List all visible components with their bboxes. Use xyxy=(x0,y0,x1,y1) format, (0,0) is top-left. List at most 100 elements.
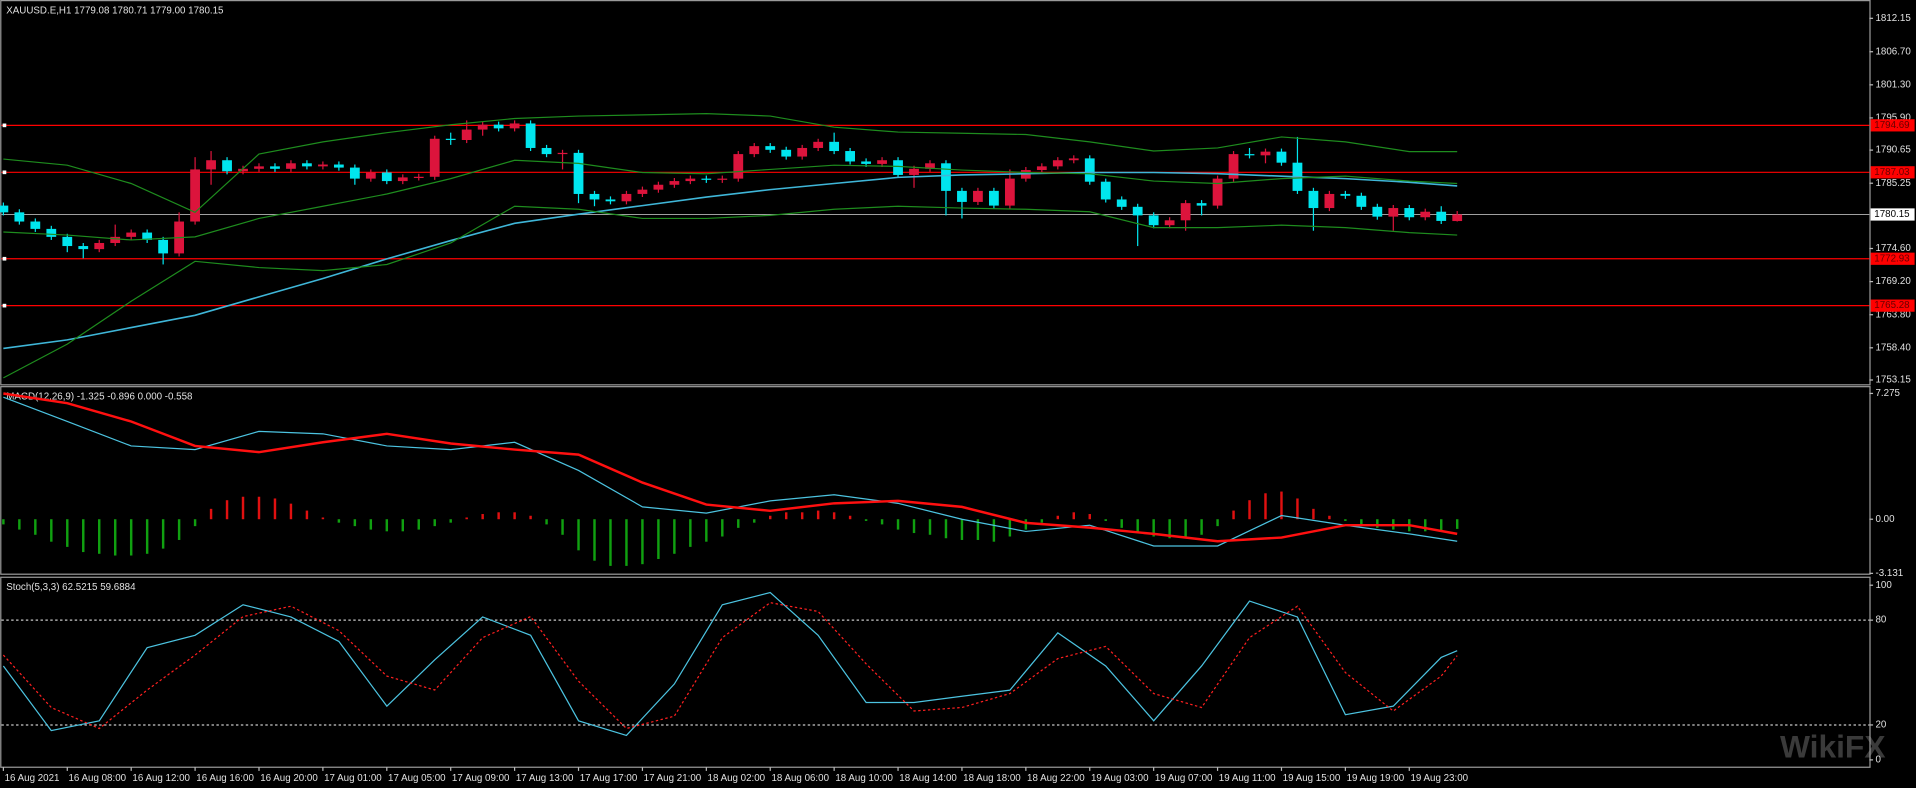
histogram-bar xyxy=(1056,515,1060,520)
y-tick-label: 1801.30 xyxy=(1876,79,1912,90)
level-label: 1794.69 xyxy=(1874,120,1909,131)
candle-body xyxy=(0,205,9,213)
candle-body xyxy=(381,172,392,182)
histogram-bar xyxy=(593,519,596,561)
candle-body xyxy=(1276,151,1287,163)
histogram-bar xyxy=(1024,519,1028,530)
histogram-bar xyxy=(673,519,676,554)
y-tick-label: 80 xyxy=(1876,615,1887,626)
histogram-bar xyxy=(912,519,916,534)
histogram-bar xyxy=(1312,508,1315,520)
histogram-bar xyxy=(433,519,436,527)
y-tick-label: 1790.65 xyxy=(1876,145,1912,156)
histogram-bar xyxy=(625,519,628,566)
indicator-line xyxy=(2,591,1458,737)
indicator-line xyxy=(3,205,1458,379)
y-tick-label: 1774.60 xyxy=(1876,243,1912,254)
candle-body xyxy=(509,123,520,129)
candle-body xyxy=(1244,154,1255,156)
x-tick-label: 18 Aug 02:00 xyxy=(708,773,766,784)
histogram-bar xyxy=(545,519,548,525)
y-tick-label: 1806.70 xyxy=(1876,46,1912,57)
x-tick-label: 19 Aug 15:00 xyxy=(1283,773,1341,784)
x-tick-label: 18 Aug 18:00 xyxy=(963,773,1021,784)
histogram-bar xyxy=(497,512,500,520)
candle-body xyxy=(142,232,153,240)
histogram-bar xyxy=(1200,519,1203,535)
histogram-bar xyxy=(832,512,836,520)
histogram-bar xyxy=(1376,519,1379,528)
candle-body xyxy=(797,147,808,157)
candle-body xyxy=(1420,211,1431,218)
level-label-box xyxy=(1870,119,1915,132)
histogram-bar xyxy=(369,519,373,530)
x-tick-label: 17 Aug 01:00 xyxy=(324,773,382,784)
level-marker xyxy=(2,303,7,308)
y-tick-label: 1769.20 xyxy=(1876,276,1912,287)
histogram-bar xyxy=(66,519,69,547)
histogram-bar xyxy=(481,514,484,520)
watermark: WikiFX xyxy=(1780,728,1886,764)
candle-body xyxy=(637,189,648,194)
histogram-bar xyxy=(273,498,277,520)
histogram-bar xyxy=(1280,491,1283,520)
x-tick-label: 17 Aug 17:00 xyxy=(580,773,638,784)
candle-body xyxy=(1132,206,1143,216)
histogram-bar xyxy=(721,519,724,537)
level-label-box xyxy=(1870,299,1915,312)
x-tick-label: 16 Aug 16:00 xyxy=(196,773,254,784)
candle-body xyxy=(973,190,983,202)
y-tick-label: 100 xyxy=(1876,580,1893,591)
candle-body xyxy=(733,154,744,179)
indicator-line xyxy=(2,602,1458,730)
candle-body xyxy=(1452,214,1463,222)
histogram-bar xyxy=(1088,514,1091,520)
histogram-bar xyxy=(657,519,660,559)
candle-body xyxy=(605,199,616,202)
x-tick-label: 16 Aug 20:00 xyxy=(260,773,318,784)
histogram-bar xyxy=(848,515,852,520)
x-tick-label: 19 Aug 07:00 xyxy=(1155,773,1213,784)
histogram-bar xyxy=(800,512,804,520)
histogram-bar xyxy=(209,508,213,520)
histogram-bar xyxy=(769,515,772,520)
indicator-line xyxy=(3,392,1458,543)
histogram-bar xyxy=(177,519,181,540)
histogram-bar xyxy=(1168,519,1171,539)
candle-body xyxy=(270,166,280,169)
candle-body xyxy=(653,184,664,190)
level-label: 1787.03 xyxy=(1874,167,1909,178)
level-label: 1772.93 xyxy=(1874,253,1909,264)
histogram-bar xyxy=(50,519,53,542)
histogram-bar xyxy=(992,519,996,542)
candle-body xyxy=(318,164,328,167)
candle-body xyxy=(573,152,584,194)
histogram-bar xyxy=(737,519,740,528)
candle-body xyxy=(621,193,632,202)
histogram-bar xyxy=(353,519,357,527)
candle-body xyxy=(62,236,73,247)
histogram-bar xyxy=(1455,519,1459,529)
candle-body xyxy=(749,146,760,155)
y-tick-label: 1812.15 xyxy=(1876,13,1912,24)
candle-body xyxy=(845,151,856,162)
candle-body xyxy=(413,176,424,179)
histogram-bar xyxy=(417,519,420,530)
y-tick-label: -3.131 xyxy=(1876,568,1904,579)
candle-body xyxy=(1036,166,1047,171)
candle-body xyxy=(1260,151,1271,156)
candle-body xyxy=(397,177,408,182)
histogram-bar xyxy=(753,519,756,523)
histogram-bar xyxy=(928,519,932,535)
candle-body xyxy=(701,178,712,180)
candle-body xyxy=(669,181,680,185)
candle-body xyxy=(110,236,121,243)
histogram-bar xyxy=(1072,512,1076,520)
indicator-header: MACD(12,26,9) -1.325 -0.896 0.000 -0.558 xyxy=(6,392,192,403)
candle-body xyxy=(1084,158,1095,182)
candle-body xyxy=(1436,211,1447,221)
candle-body xyxy=(445,138,456,141)
histogram-bar xyxy=(1216,519,1219,527)
